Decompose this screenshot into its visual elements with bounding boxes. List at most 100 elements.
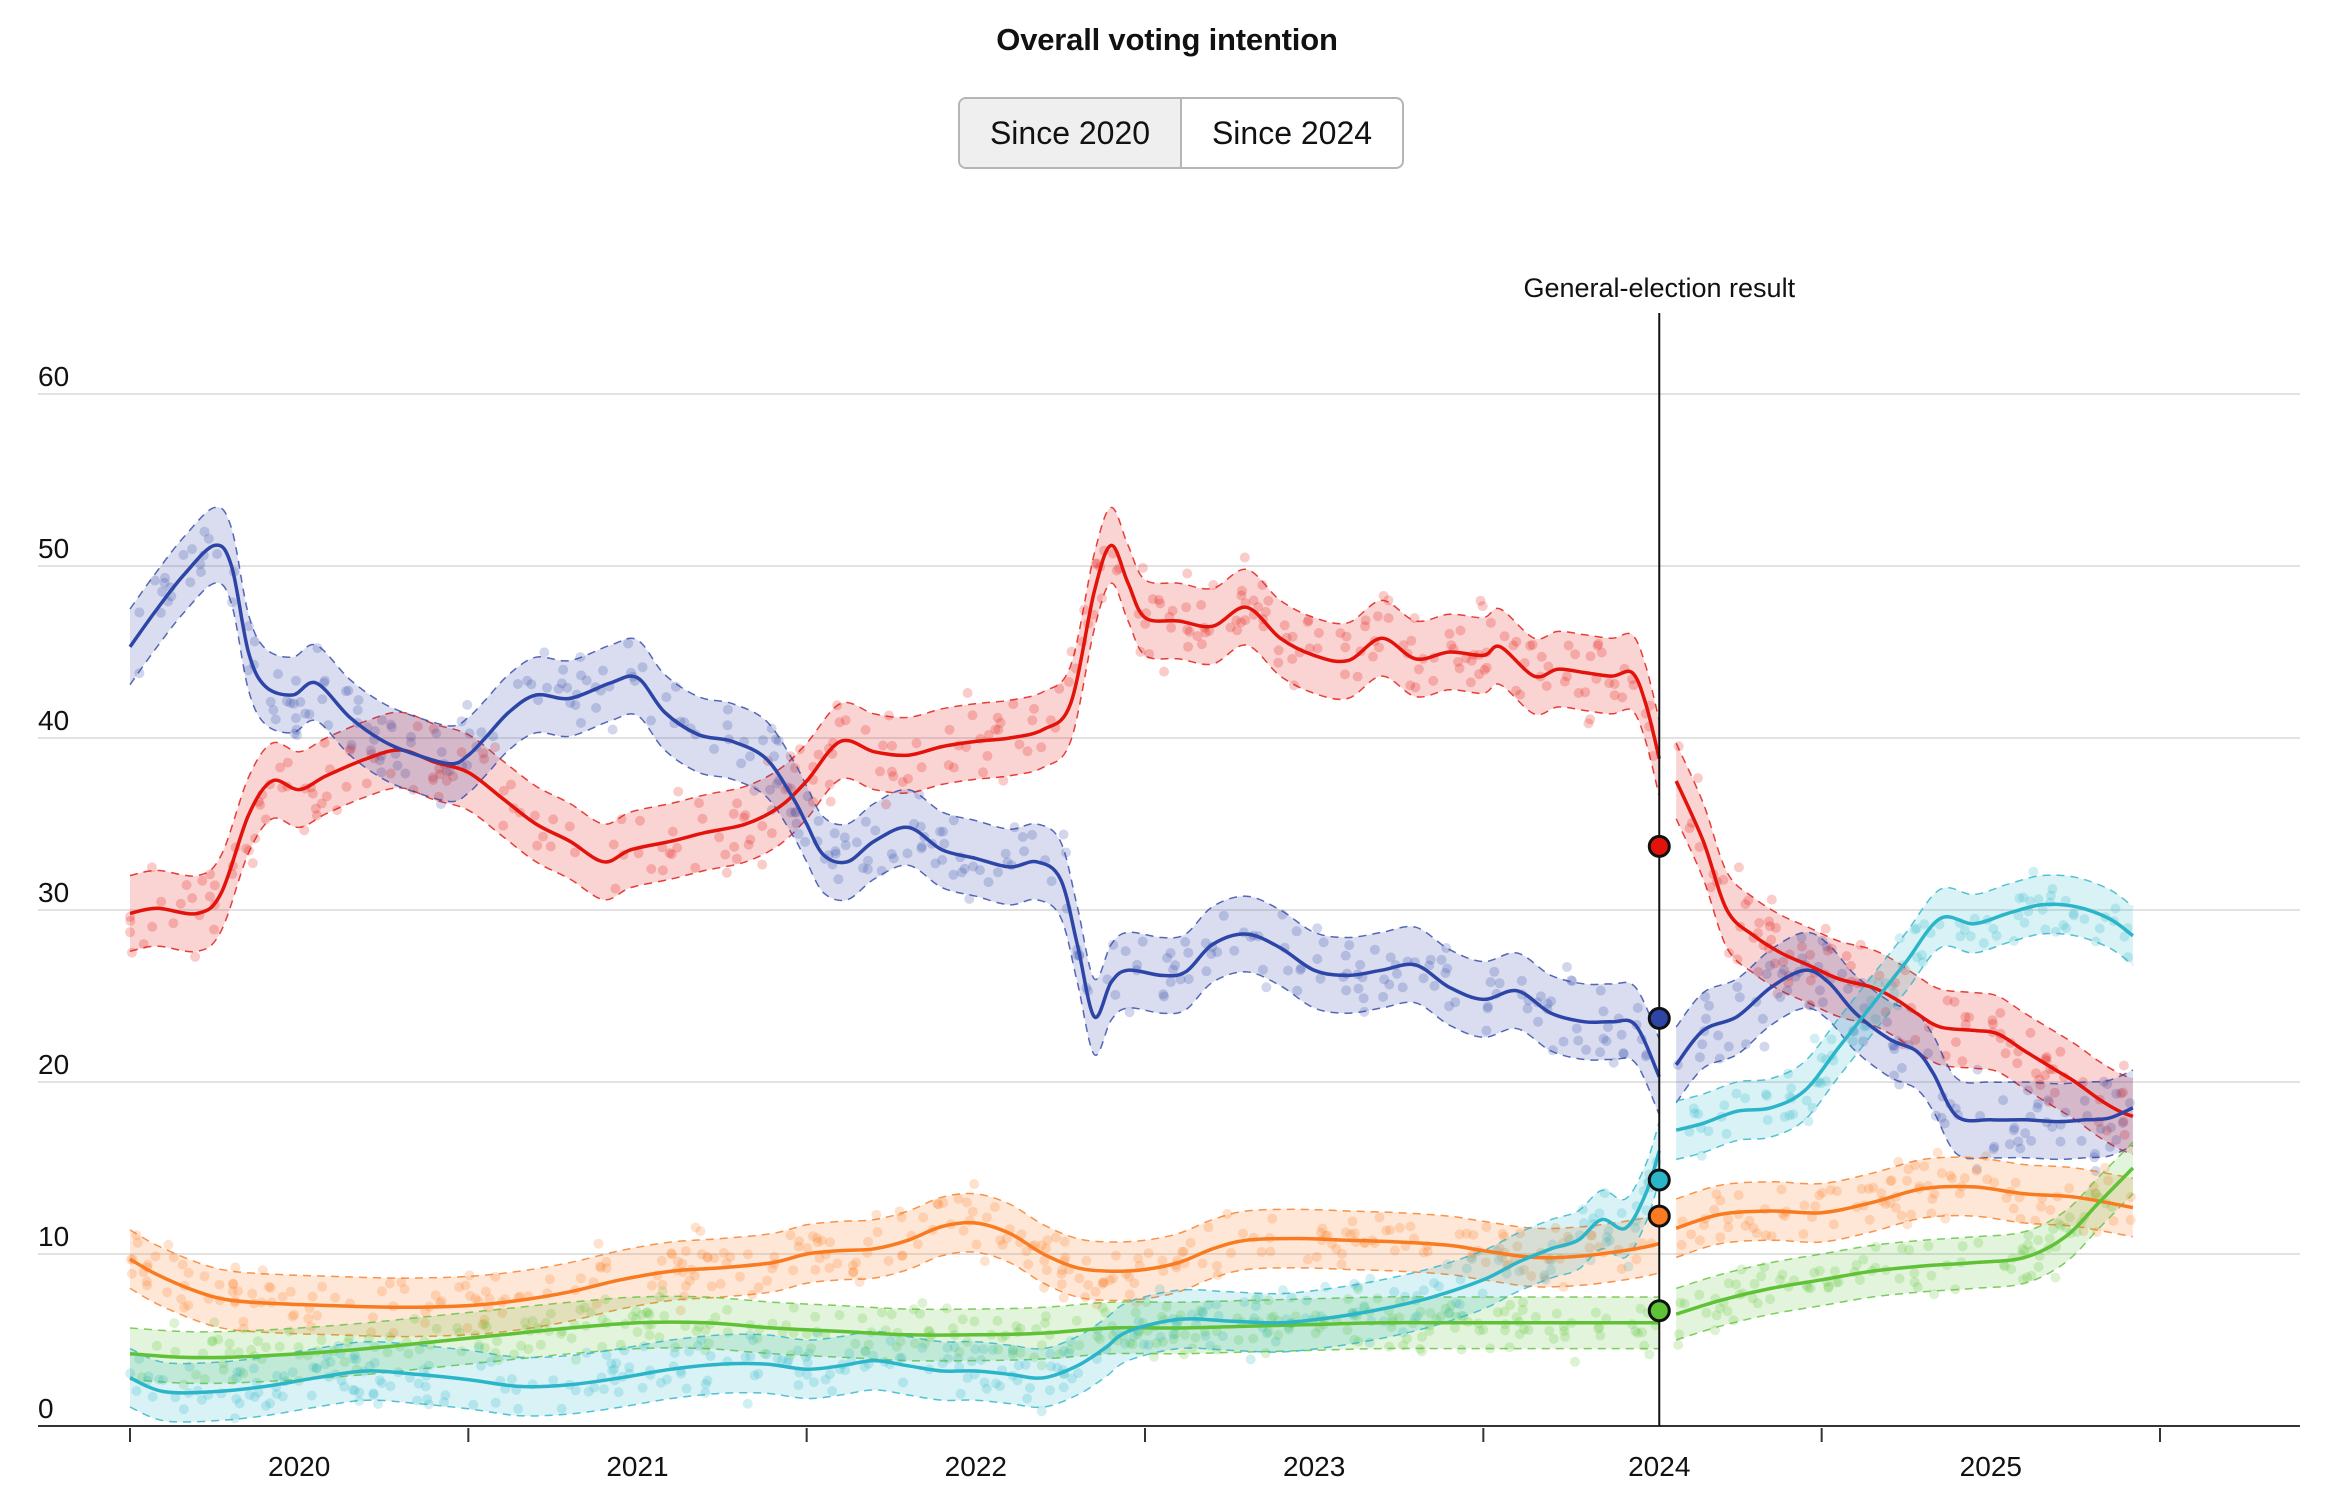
poll-dot-green: [1054, 1349, 1065, 1359]
poll-dot-blue: [1489, 966, 1500, 977]
poll-dot-teal: [347, 1384, 358, 1395]
poll-dot-teal: [1786, 1083, 1797, 1094]
poll-dot-blue: [1858, 1036, 1869, 1047]
poll-dot-teal: [700, 1379, 711, 1389]
poll-dot-orange: [396, 1277, 407, 1288]
poll-dot-teal: [2061, 923, 2072, 933]
poll-dot-teal: [490, 1397, 501, 1408]
poll-dot-green: [1031, 1323, 1042, 1334]
poll-dot-red: [1232, 625, 1243, 636]
since-2020-button[interactable]: Since 2020: [960, 99, 1180, 167]
poll-dot-orange: [176, 1294, 187, 1304]
poll-dot-blue: [851, 837, 862, 848]
poll-dot-red: [412, 721, 423, 732]
poll-dot-red: [887, 740, 897, 751]
poll-dot-blue: [292, 730, 302, 741]
poll-dot-red: [146, 862, 157, 873]
poll-dot-teal: [1411, 1291, 1422, 1301]
poll-dot-blue: [2095, 1124, 2106, 1134]
poll-dot-red: [570, 847, 580, 858]
poll-dot-green: [947, 1323, 958, 1334]
poll-dot-green: [1710, 1325, 1720, 1336]
poll-dot-red: [1766, 894, 1777, 905]
poll-dot-red: [2119, 1129, 2130, 1140]
poll-dot-blue: [915, 821, 926, 832]
poll-dot-teal: [705, 1351, 716, 1362]
poll-dot-red: [255, 799, 266, 810]
poll-dot-teal: [1623, 1261, 1634, 1272]
poll-dot-orange: [2010, 1177, 2021, 1188]
poll-dot-green: [2033, 1235, 2044, 1246]
poll-dot-red: [1770, 922, 1781, 933]
poll-dot-blue: [607, 724, 618, 735]
poll-dot-orange: [1880, 1199, 1891, 1209]
poll-dot-green: [2056, 1220, 2067, 1231]
poll-dot-blue: [1436, 954, 1447, 965]
poll-dot-orange: [238, 1316, 249, 1327]
poll-dot-red: [1036, 742, 1047, 753]
poll-dot-red: [962, 688, 973, 698]
poll-dot-orange: [1090, 1286, 1101, 1297]
poll-dot-red: [1604, 678, 1615, 689]
poll-dot-orange: [2015, 1213, 2026, 1224]
poll-dot-orange: [1212, 1261, 1222, 1271]
poll-dot-teal: [860, 1346, 871, 1357]
poll-dot-green: [1637, 1327, 1647, 1338]
poll-dot-blue: [456, 716, 467, 727]
poll-dot-orange: [1133, 1253, 1144, 1264]
poll-dot-red: [967, 710, 978, 721]
poll-dot-blue: [1340, 950, 1351, 961]
poll-dot-red: [1181, 602, 1192, 613]
poll-dot-orange: [1989, 1177, 2000, 1188]
poll-dot-orange: [851, 1257, 862, 1268]
band-upper-green-0: [129, 1295, 1660, 1333]
poll-dot-teal: [1451, 1298, 1462, 1309]
poll-dot-orange: [721, 1257, 732, 1268]
period-toggle[interactable]: Since 2020 Since 2024: [958, 97, 1404, 169]
poll-dot-green: [1386, 1322, 1397, 1332]
poll-dot-orange: [2125, 1215, 2136, 1225]
poll-dot-teal: [1045, 1385, 1055, 1396]
poll-dot-orange: [1558, 1282, 1569, 1292]
poll-dot-red: [125, 927, 136, 938]
poll-dot-blue: [526, 679, 537, 690]
poll-dot-red: [479, 754, 490, 764]
poll-dot-red: [168, 918, 179, 929]
poll-dot-orange: [230, 1262, 241, 1273]
poll-dot-green: [2091, 1188, 2102, 1199]
poll-dot-teal: [556, 1403, 567, 1414]
poll-dot-green: [1036, 1340, 1047, 1351]
poll-dot-teal: [1740, 1093, 1751, 1104]
poll-dot-orange: [1694, 1235, 1705, 1246]
poll-dot-orange: [462, 1323, 473, 1333]
poll-dot-green: [1523, 1324, 1534, 1335]
poll-dot-blue: [983, 877, 994, 888]
poll-dot-blue: [444, 766, 455, 777]
band-lower-teal-1: [1676, 932, 2134, 1161]
poll-dot-orange: [1081, 1255, 1092, 1266]
poll-dot-orange: [912, 1239, 923, 1250]
poll-dot-teal: [1066, 1373, 1077, 1384]
poll-dot-blue: [476, 727, 487, 738]
poll-dot-teal: [1801, 1095, 1812, 1106]
poll-dot-teal: [349, 1350, 360, 1360]
since-2024-button[interactable]: Since 2024: [1180, 99, 1402, 167]
poll-dot-blue: [1817, 997, 1828, 1008]
poll-dot-orange: [1385, 1225, 1395, 1235]
poll-dot-teal: [1779, 1112, 1790, 1122]
band-blue-0: [130, 507, 1660, 1115]
poll-dot-blue: [1741, 1039, 1751, 1050]
poll-dot-blue: [1159, 991, 1169, 1002]
poll-dot-blue: [2026, 1135, 2037, 1146]
poll-dot-teal: [1546, 1265, 1556, 1276]
poll-dot-orange: [484, 1293, 495, 1304]
poll-dot-orange: [2030, 1215, 2041, 1226]
poll-dot-red: [205, 869, 216, 880]
poll-dot-orange: [1405, 1221, 1416, 1232]
poll-dot-green: [178, 1379, 189, 1390]
poll-dot-green: [516, 1340, 526, 1351]
y-tick-label-60: 60: [38, 361, 69, 392]
poll-dot-blue: [291, 713, 301, 724]
poll-dot-green: [2017, 1243, 2028, 1254]
poll-dot-red: [911, 738, 922, 749]
